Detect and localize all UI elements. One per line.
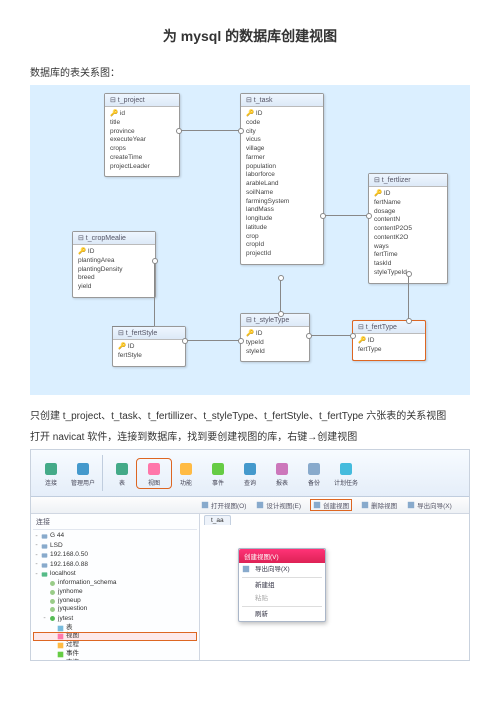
- tb-查询[interactable]: 查询: [234, 460, 266, 487]
- sub-toolbar: 打开视图(O) 设计视图(E) 创建视图删除视图导出向导(X): [31, 497, 469, 514]
- tb-表[interactable]: 表: [106, 460, 138, 487]
- ctx-item[interactable]: 新建组: [239, 579, 325, 592]
- tree-node[interactable]: -192.168.0.88: [33, 560, 197, 569]
- page-title: 为 mysql 的数据库创建视图: [30, 26, 470, 46]
- tb-视图[interactable]: 视图: [138, 460, 170, 487]
- tree-node[interactable]: 表: [33, 624, 197, 633]
- tree-node[interactable]: 查询: [33, 659, 197, 661]
- tree-node[interactable]: -G 44: [33, 532, 197, 541]
- content-tab[interactable]: t_aa: [204, 515, 231, 525]
- tree-node[interactable]: jyquestion: [33, 605, 197, 614]
- ctx-item[interactable]: 导出向导(X): [239, 563, 325, 576]
- table-project: ⊟ t_project🔑 idtitleprovinceexecuteYearc…: [104, 93, 180, 177]
- erd-caption: 数据库的表关系图：: [30, 64, 470, 79]
- tree-node[interactable]: -jytest: [33, 614, 197, 623]
- content-pane: t_aa 创建视图(V) 导出向导(X) 新建组粘贴刷新: [200, 514, 469, 661]
- subtab[interactable]: 删除视图: [361, 500, 397, 510]
- tb-计划任务[interactable]: 计划任务: [330, 460, 362, 487]
- connection-tree: 连接 -G 44-LSD-192.168.0.50-192.168.0.88-l…: [31, 514, 200, 661]
- tb-管理用户[interactable]: 管理用户: [67, 460, 99, 487]
- tree-node[interactable]: -192.168.0.50: [33, 551, 197, 560]
- tb-备份[interactable]: 备份: [298, 460, 330, 487]
- tree-node[interactable]: information_schema: [33, 579, 197, 588]
- table-task: ⊟ t_task🔑 IDcodecityvicusvillagefarmerpo…: [240, 93, 324, 265]
- ctx-item[interactable]: 刷新: [239, 608, 325, 621]
- tree-node[interactable]: -localhost: [33, 570, 197, 579]
- tb-报表[interactable]: 报表: [266, 460, 298, 487]
- table-crop: ⊟ t_cropMealie🔑 IDplantingAreaplantingDe…: [72, 231, 156, 298]
- subtab[interactable]: 设计视图(E): [256, 500, 301, 510]
- table-ftype: ⊟ t_fertType🔑 IDfertType: [352, 320, 426, 361]
- tree-node[interactable]: jynhome: [33, 588, 197, 597]
- navicat-screenshot: 连接管理用户表视图功能事件查询报表备份计划任务 打开视图(O)设计视图(E)创建…: [30, 449, 470, 661]
- ctx-title[interactable]: 创建视图(V): [239, 549, 325, 563]
- tb-事件[interactable]: 事件: [202, 460, 234, 487]
- context-menu: 创建视图(V) 导出向导(X) 新建组粘贴刷新: [238, 548, 326, 622]
- tree-node[interactable]: 事件: [33, 650, 197, 659]
- tb-功能[interactable]: 功能: [170, 460, 202, 487]
- subtab[interactable]: 导出向导(X): [407, 500, 452, 510]
- subtab[interactable]: 创建视图: [311, 500, 351, 510]
- ctx-item: 粘贴: [239, 592, 325, 605]
- para-steps: 打开 navicat 软件，连接到数据库，找到要创建视图的库，右键→创建视图: [30, 428, 470, 443]
- tree-header: 连接: [33, 517, 197, 530]
- table-fert: ⊟ t_fertlizer🔑 IDfertNamedosagecontentNc…: [368, 173, 448, 284]
- table-fstyle: ⊟ t_fertStyle🔑 IDfertStyle: [112, 326, 186, 367]
- tree-node[interactable]: -LSD: [33, 541, 197, 550]
- para-tables: 只创建 t_project、t_task、t_fertillizer、t_sty…: [30, 407, 470, 422]
- table-stype: ⊟ t_styleType🔑 IDtypeIdstyleId: [240, 313, 310, 362]
- tb-连接[interactable]: 连接: [35, 460, 67, 487]
- tree-node[interactable]: 过程: [33, 641, 197, 650]
- erd-diagram: ⊟ t_project🔑 idtitleprovinceexecuteYearc…: [30, 85, 470, 395]
- subtab[interactable]: 打开视图(O): [201, 500, 246, 510]
- toolbar: 连接管理用户表视图功能事件查询报表备份计划任务: [31, 450, 469, 497]
- tree-node[interactable]: 视图: [33, 632, 197, 641]
- tree-node[interactable]: jyoneup: [33, 597, 197, 606]
